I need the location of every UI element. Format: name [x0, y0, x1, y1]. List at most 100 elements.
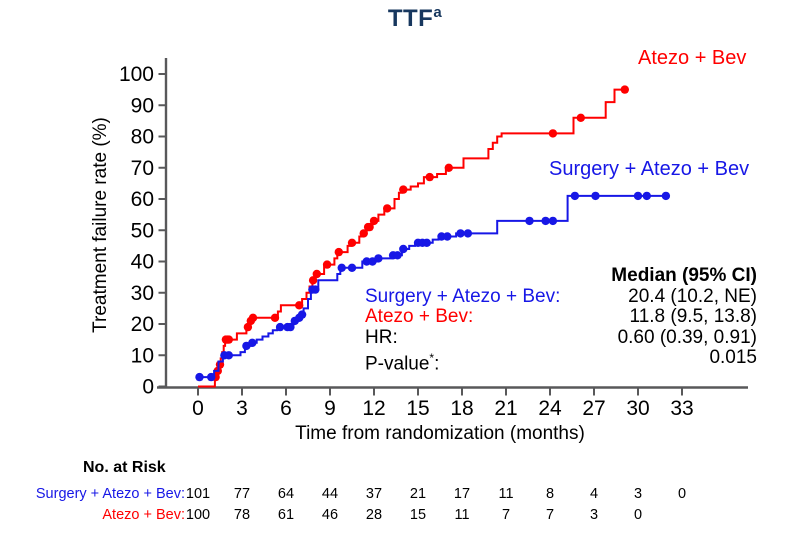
- stats-row-atezo-value: 11.8 (9.5, 13.8): [629, 306, 757, 327]
- risk-count: 11: [498, 486, 514, 502]
- risk-count: 64: [277, 486, 295, 502]
- censor-mark: [337, 263, 346, 272]
- x-tick-label: 18: [450, 397, 473, 420]
- risk-count: 28: [365, 507, 383, 523]
- x-tick-label: 33: [670, 397, 693, 420]
- stats-row-pvalue: P-value*: 0.015: [365, 347, 757, 375]
- chart-title: TTFa: [13, 4, 804, 33]
- x-tick-label: 12: [362, 397, 385, 420]
- risk-count: 15: [409, 507, 427, 523]
- censor-mark: [347, 263, 357, 272]
- risk-table-title: No. at Risk: [83, 459, 166, 476]
- censor-mark: [463, 229, 473, 238]
- risk-count: 7: [501, 507, 511, 523]
- censor-mark: [248, 338, 257, 347]
- pvalue-asterisk: *: [429, 351, 435, 365]
- x-axis-label: Time from randomization (months): [295, 423, 585, 444]
- censor-mark: [425, 172, 434, 182]
- censor-mark: [456, 229, 465, 238]
- risk-count: 77: [233, 486, 251, 502]
- risk-count: 100: [185, 507, 211, 523]
- censor-mark: [362, 257, 371, 266]
- x-tick-label: 3: [236, 397, 248, 420]
- censor-mark: [195, 372, 204, 382]
- censor-mark: [399, 185, 408, 194]
- censor-mark: [224, 351, 233, 360]
- x-tick-group: 0 3 6 9 12 15 18 21 24 27 30 33: [192, 388, 694, 420]
- censor-mark: [548, 129, 558, 138]
- y-tick-label: 20: [131, 313, 154, 336]
- chart-title-text: TTF: [387, 5, 434, 32]
- x-tick-label: 21: [494, 397, 517, 420]
- censor-mark: [437, 232, 446, 241]
- stats-row-hr: HR: 0.60 (0.39, 0.91): [365, 326, 757, 349]
- pvalue-colon: :: [434, 353, 440, 375]
- pvalue-label-text: P-value: [365, 353, 430, 375]
- censor-mark: [444, 163, 453, 172]
- censor-mark: [334, 247, 343, 257]
- censor-mark: [297, 310, 307, 319]
- censor-mark: [308, 276, 318, 285]
- chart-title-superscript: a: [433, 4, 443, 21]
- censor-mark: [295, 301, 304, 310]
- y-tick-label: 50: [131, 219, 154, 242]
- risk-count: 7: [545, 507, 555, 523]
- x-tick-label: 15: [406, 397, 429, 420]
- y-tick-label: 30: [131, 282, 154, 305]
- censor-mark: [347, 238, 357, 247]
- y-tick-label: 0: [142, 376, 154, 399]
- y-tick-group: 0 10 20 30 40 50 60 70 80 90 100: [119, 63, 165, 399]
- censor-mark: [591, 191, 600, 201]
- censor-mark: [365, 222, 374, 232]
- x-tick-label: 9: [324, 397, 336, 420]
- censor-mark: [443, 232, 452, 241]
- series-label-atezo-bev: Atezo + Bev: [638, 47, 747, 69]
- risk-count: 101: [185, 486, 211, 502]
- censor-mark: [322, 260, 332, 269]
- censor-mark: [576, 113, 585, 123]
- censor-mark: [286, 322, 295, 332]
- censor-mark: [393, 251, 402, 260]
- risk-count: 21: [409, 486, 427, 502]
- x-tick-label: 30: [626, 397, 649, 420]
- stats-row-surgery-value: 20.4 (10.2, NE): [628, 285, 757, 307]
- x-tick-label: 0: [192, 397, 204, 420]
- censor-mark: [369, 216, 379, 226]
- censor-mark: [312, 269, 321, 279]
- risk-row-atezo-label: Atezo + Bev:: [102, 507, 185, 523]
- stats-row-atezo-label: Atezo + Bev:: [365, 306, 474, 327]
- risk-count: 0: [677, 486, 687, 502]
- y-tick-label: 70: [131, 157, 154, 180]
- stats-row-surgery-label: Surgery + Atezo + Bev:: [365, 285, 561, 307]
- y-tick-label: 100: [119, 63, 154, 86]
- censor-mark: [620, 85, 629, 94]
- risk-count: 61: [277, 507, 295, 523]
- censor-mark: [275, 322, 285, 332]
- risk-count: 4: [589, 486, 599, 502]
- y-tick-label: 10: [131, 344, 154, 367]
- censor-mark: [270, 313, 280, 322]
- risk-row-surgery-label: Surgery + Atezo + Bev:: [35, 486, 185, 502]
- axes: [157, 58, 748, 389]
- stats-row-pvalue-label: P-value*:: [365, 348, 439, 375]
- y-tick-label: 90: [131, 94, 154, 117]
- stats-row-hr-value: 0.60 (0.39, 0.91): [617, 326, 757, 348]
- risk-count: 3: [589, 507, 599, 523]
- censor-mark: [207, 372, 216, 382]
- risk-count: 44: [321, 486, 339, 502]
- censor-mark: [642, 191, 651, 201]
- y-tick-label: 60: [131, 188, 154, 211]
- risk-count: 78: [233, 507, 251, 523]
- stats-header: Median (95% CI): [611, 265, 757, 286]
- x-tick-label: 6: [280, 397, 292, 420]
- risk-count: 17: [453, 486, 471, 502]
- y-axis-label: Treatment failure rate (%): [90, 117, 111, 333]
- censor-mark: [661, 191, 671, 201]
- risk-count: 3: [633, 486, 643, 502]
- y-tick-label: 80: [131, 126, 154, 149]
- risk-count: 0: [633, 507, 643, 523]
- series-label-surgery-atezo-bev: Surgery + Atezo + Bev: [549, 158, 750, 180]
- censor-mark: [359, 229, 368, 238]
- censor-mark: [383, 204, 392, 213]
